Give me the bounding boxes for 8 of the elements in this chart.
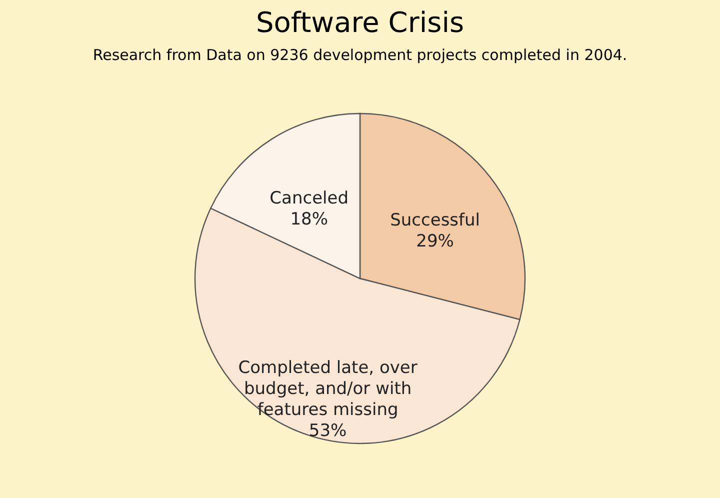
data-label: 53% [308,420,347,441]
slice-label: Completed late, over budget, and/or with features missing [238,358,418,420]
data-label: 18% [290,209,328,230]
slice-label: Canceled [270,188,349,208]
chart-title: Software Crisis [256,6,464,39]
slice-label: Successful [390,210,480,230]
data-label: 29% [416,231,454,252]
chart-subtitle: Research from Data on 9236 development projects completed in 2004. [92,46,628,64]
